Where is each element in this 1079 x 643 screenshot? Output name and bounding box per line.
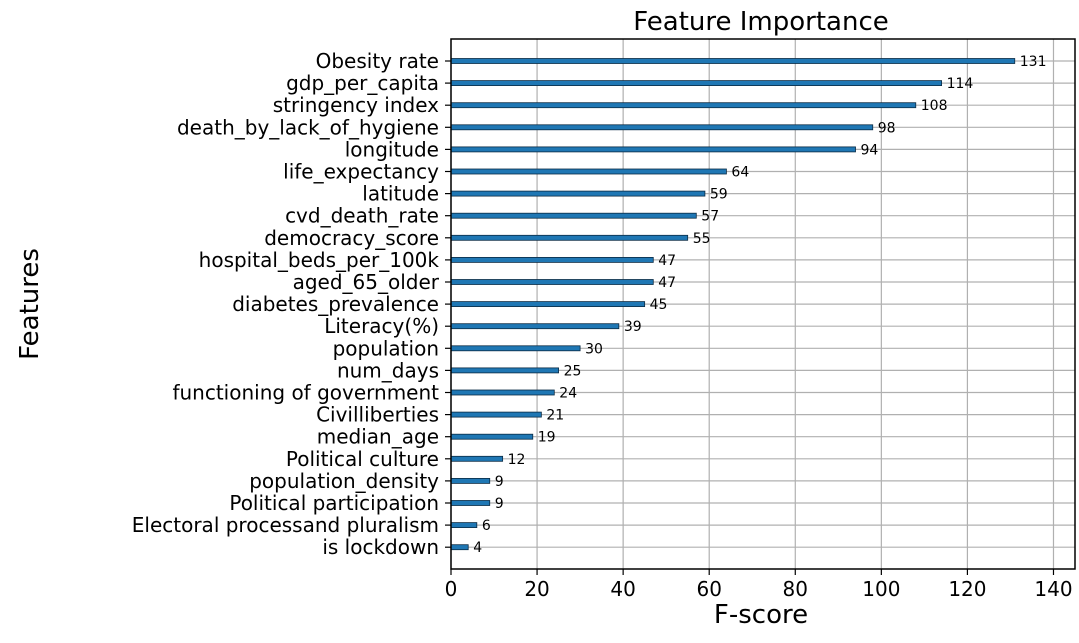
x-tick-label: 100 [862, 577, 900, 601]
value-label: 19 [538, 430, 556, 446]
category-label: median_age [317, 425, 439, 449]
bar [450, 102, 917, 109]
bar [450, 256, 654, 263]
x-tick-label: 0 [445, 577, 458, 601]
category-label: population_density [249, 469, 439, 493]
category-label: Civilliberties [316, 403, 439, 427]
bar [450, 168, 727, 175]
value-label: 24 [559, 386, 577, 402]
x-tick-label: 120 [948, 577, 986, 601]
category-label: latitude [362, 182, 439, 206]
x-tick-label: 60 [696, 577, 721, 601]
value-label: 21 [546, 408, 564, 424]
bar [450, 544, 469, 551]
bar [450, 234, 689, 241]
bar [450, 389, 555, 396]
category-label: aged_65_older [293, 270, 440, 294]
category-label: Electoral processand pluralism [132, 513, 439, 537]
bar [450, 433, 534, 440]
category-label: longitude [345, 137, 439, 161]
value-label: 57 [701, 209, 719, 225]
x-tick-label: 20 [524, 577, 549, 601]
category-label: Obesity rate [316, 49, 439, 73]
category-label: life_expectancy [283, 160, 439, 184]
bar [450, 455, 504, 462]
category-label: functioning of government [172, 381, 439, 405]
bar [450, 58, 1016, 64]
chart-title: Feature Importance [633, 7, 889, 37]
value-label: 64 [731, 165, 749, 181]
bar [450, 80, 942, 86]
category-label: num_days [337, 358, 439, 382]
category-label: hospital_beds_per_100k [199, 248, 440, 272]
value-label: 12 [508, 452, 526, 468]
bar [450, 500, 491, 506]
y-axis-label: Features [15, 248, 45, 360]
bar [450, 124, 874, 131]
value-label: 39 [624, 319, 642, 335]
x-tick-label: 80 [783, 577, 808, 601]
value-label: 9 [495, 496, 504, 512]
category-label: democracy_score [264, 226, 439, 250]
value-label: 25 [564, 363, 582, 379]
value-label: 55 [693, 231, 711, 247]
bar [450, 367, 559, 374]
bar [450, 323, 620, 330]
category-label: Literacy(%) [324, 314, 439, 338]
category-label: gdp_per_capita [286, 71, 439, 95]
value-label: 108 [921, 98, 948, 114]
value-label: 47 [658, 275, 676, 291]
bar [450, 279, 654, 285]
bar [450, 411, 542, 418]
value-label: 47 [658, 253, 676, 269]
category-label: is lockdown [322, 535, 439, 559]
bar [450, 146, 856, 153]
value-label: 131 [1020, 54, 1047, 70]
value-label: 6 [482, 518, 491, 534]
x-tick-label: 40 [610, 577, 635, 601]
category-label: stringency index [273, 93, 439, 117]
value-label: 30 [585, 341, 603, 357]
value-label: 59 [710, 187, 728, 203]
bar-layer [450, 58, 1016, 551]
category-label: Political participation [229, 491, 439, 515]
x-tick-label: 140 [1034, 577, 1072, 601]
value-label: 94 [861, 142, 879, 158]
bar [450, 301, 646, 308]
bar [450, 522, 478, 528]
value-label: 9 [495, 474, 504, 490]
tick-layer: 0 20 40 60 80 100 120 140 [445, 60, 1073, 601]
value-label: 45 [650, 297, 668, 313]
x-axis-label: F-score [714, 600, 808, 630]
category-label: diabetes_prevalence [232, 292, 439, 316]
category-label: Political culture [286, 447, 439, 471]
bar [450, 477, 491, 484]
bar [450, 212, 697, 219]
value-label: 98 [878, 120, 896, 136]
category-label: population [333, 336, 439, 360]
category-label: death_by_lack_of_hygiene [177, 115, 439, 139]
value-label: 114 [947, 76, 974, 92]
value-label: 4 [473, 540, 482, 556]
bar [450, 345, 581, 352]
bar [450, 190, 706, 197]
category-label: cvd_death_rate [285, 204, 439, 228]
label-layer: Obesity rate 131 gdp_per_capita 114 stringen… [132, 49, 1047, 559]
